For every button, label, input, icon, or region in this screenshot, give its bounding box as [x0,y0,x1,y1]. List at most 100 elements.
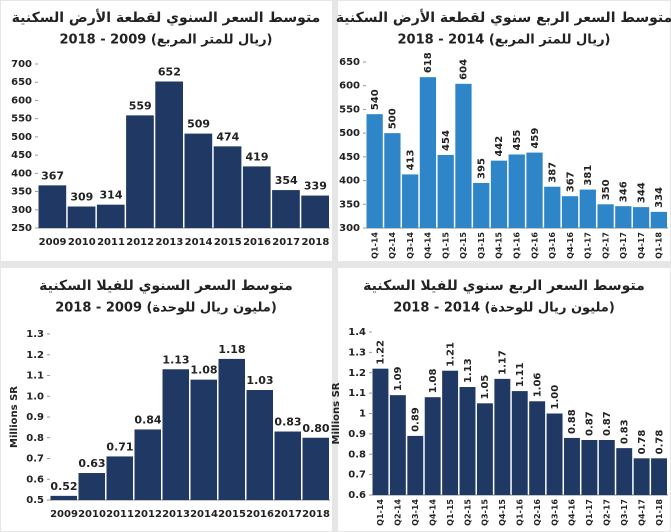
bar [126,115,154,228]
value-label: 344 [636,182,647,203]
bar [529,401,546,495]
x-tick-label: Q2-15 [463,499,472,526]
x-tick-label: Q3-17 [620,499,629,526]
bar [274,431,301,500]
x-tick-label: 2015 [214,237,242,248]
x-tick-label: Q1-17 [584,232,593,259]
x-tick-label: 2013 [155,237,183,248]
x-tick-label: Q3-17 [619,232,628,259]
bar [419,77,437,228]
x-tick-label: 2018 [302,509,330,520]
chart-subtitle: (مليون ريال للوحدة) 2009 - 2018 [55,301,277,316]
y-tick-label: 0.6 [348,490,366,501]
x-tick-label: 2012 [126,237,154,248]
y-tick-label: 0.6 [26,474,44,485]
value-label: 455 [512,130,523,151]
x-tick-label: Q1-18 [655,232,664,259]
bar [476,403,493,495]
x-tick-label: 2016 [243,237,271,248]
bar [162,369,189,500]
y-tick-label: 250 [11,223,32,234]
x-tick-label: Q4-15 [495,232,504,259]
value-label: 0.63 [78,457,105,470]
y-tick-label: 1.3 [26,329,44,340]
bar [581,439,598,495]
y-tick-label: 350 [339,199,360,210]
y-tick-label: 1.1 [26,371,44,382]
x-tick-label: Q1-18 [655,499,664,526]
bar [490,160,508,228]
value-label: 0.78 [637,430,648,455]
value-label: 354 [275,174,298,187]
value-label: 309 [70,190,93,203]
bar [455,83,472,229]
y-tick-label: 1.2 [348,368,366,379]
bar [564,437,580,495]
x-tick-label: 2013 [162,509,190,520]
x-tick-label: Q2-16 [530,232,539,259]
y-tick-label: 1 [359,409,366,420]
bar [526,152,543,228]
x-tick-label: 2018 [301,237,329,248]
y-tick-label: 650 [11,77,32,88]
x-tick-label: Q4-16 [568,499,577,526]
bar [134,429,161,500]
value-label: 604 [459,59,470,80]
bar [616,448,633,495]
bar [544,186,561,228]
value-label: 1.06 [532,373,543,398]
value-label: 339 [304,180,327,193]
chart-subtitle: (ريال للمتر المربع) 2014 - 2018 [397,33,610,48]
x-tick-label: Q2-15 [459,232,468,259]
x-tick-label: Q1-14 [370,232,379,259]
y-axis-label: Millions SR [331,382,342,444]
y-tick-label: 0.8 [348,449,366,460]
y-tick-label: 1.3 [348,347,366,358]
x-tick-label: 2017 [272,237,300,248]
bar [106,456,133,500]
bar [372,368,389,495]
x-tick-label: Q3-14 [406,232,415,259]
value-label: 0.71 [106,440,133,453]
y-tick-label: 650 [339,57,360,68]
y-tick-label: 300 [11,205,32,216]
bar [218,358,245,500]
y-tick-label: 0.5 [26,495,44,506]
y-tick-label: 500 [11,132,32,143]
bar [437,154,454,228]
value-label: 442 [494,136,505,157]
x-tick-label: 2014 [190,509,218,520]
bar [508,154,525,228]
y-tick-label: 400 [11,168,32,179]
bar [272,190,300,228]
value-label: 1.13 [162,353,189,366]
y-tick-label: 1.2 [26,350,44,361]
value-label: 500 [388,108,399,129]
x-tick-label: 2012 [134,509,162,520]
bar [155,81,183,228]
value-label: 509 [187,118,210,131]
y-tick-label: 1.0 [26,391,44,402]
x-tick-label: Q3-15 [477,232,486,259]
bar [598,439,615,495]
x-tick-label: Q1-14 [376,499,385,526]
y-tick-label: 0.7 [26,454,44,465]
value-label: 618 [423,52,434,73]
value-label: 459 [530,128,541,149]
x-tick-label: Q4-17 [637,232,646,259]
bar [67,206,96,228]
value-label: 0.78 [654,430,665,455]
bar [650,211,667,228]
bar [96,204,125,228]
value-label: 454 [441,130,452,151]
x-tick-label: 2017 [274,509,302,520]
value-label: 0.84 [134,413,161,426]
bar [546,413,563,495]
value-label: 1.21 [445,342,456,367]
value-label: 0.52 [50,480,77,493]
x-tick-label: 2016 [246,509,274,520]
value-label: 413 [405,149,416,170]
bar [38,185,67,228]
bar [190,379,217,500]
